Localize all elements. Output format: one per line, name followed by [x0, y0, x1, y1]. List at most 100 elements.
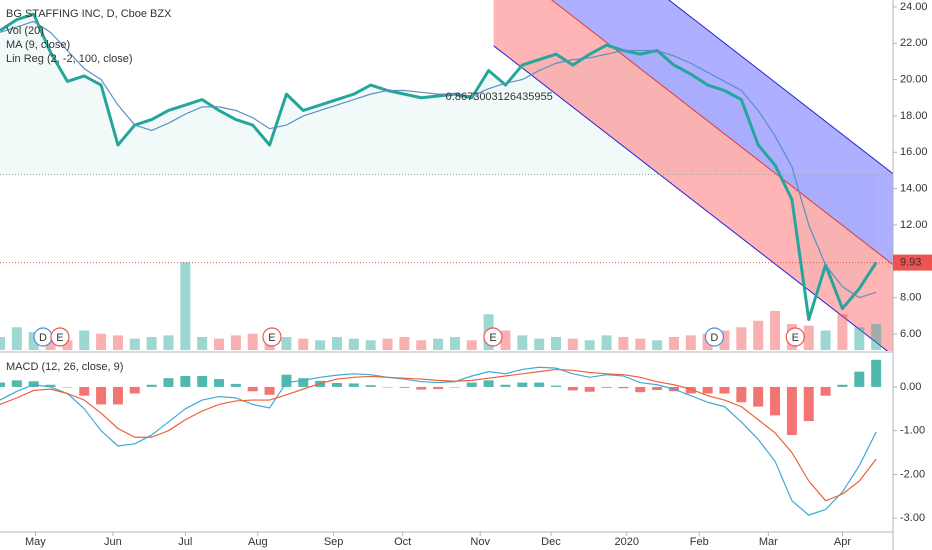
volume-bar	[534, 338, 545, 350]
histogram-bar	[584, 386, 595, 392]
x-tick-label: Sep	[324, 536, 344, 548]
histogram-bar	[62, 386, 73, 388]
histogram-bar	[180, 376, 191, 387]
x-tick-label: Jul	[178, 536, 192, 548]
histogram-bar	[129, 386, 140, 394]
volume-bar	[331, 337, 342, 350]
volume-bar	[820, 330, 831, 350]
volume-bar	[854, 327, 865, 350]
histogram-bar	[28, 381, 39, 387]
histogram-bar	[466, 382, 477, 387]
histogram-bar	[0, 382, 5, 387]
histogram-bar	[433, 386, 444, 390]
price-label-box	[893, 254, 932, 271]
histogram-bar	[770, 386, 781, 416]
event-label: E	[56, 332, 63, 344]
y-tick-label: 12.00	[900, 219, 928, 231]
y-tick-label: -2.00	[900, 468, 925, 480]
legend-entry: Lin Reg (2, -2, 100, close)	[6, 53, 133, 65]
x-tick-label: Jun	[104, 536, 122, 548]
volume-bar	[247, 333, 258, 350]
volume-bar	[736, 327, 747, 350]
histogram-bar	[416, 386, 427, 390]
volume-bar	[618, 337, 629, 350]
volume-bar	[79, 330, 90, 350]
volume-bar	[584, 340, 595, 350]
histogram-bar	[348, 383, 359, 387]
volume-bar	[365, 340, 376, 350]
histogram-bar	[214, 379, 225, 387]
volume-bar	[635, 338, 646, 350]
histogram-bar	[736, 386, 747, 403]
series-line	[0, 20, 877, 299]
event-label: D	[39, 332, 47, 344]
volume-bar	[163, 335, 174, 350]
y-tick-label: 18.00	[900, 110, 928, 122]
volume-bar	[180, 262, 191, 350]
histogram-bar	[803, 386, 814, 422]
histogram-bar	[685, 386, 696, 394]
y-tick-label: 20.00	[900, 74, 928, 86]
volume-bar	[129, 338, 140, 350]
histogram-bar	[567, 386, 578, 391]
histogram-bar	[753, 386, 764, 407]
volume-bar	[685, 335, 696, 350]
event-marker	[704, 327, 725, 347]
volume-bar	[466, 340, 477, 350]
volume-bar	[399, 337, 410, 350]
histogram-bar	[365, 385, 376, 387]
x-tick-label: Apr	[834, 536, 851, 548]
legend-entry: MA (9, close)	[6, 39, 70, 51]
y-tick-label: 8.00	[900, 292, 921, 304]
macd-title: MACD (12, 26, close, 9)	[6, 361, 123, 373]
volume-bar	[668, 337, 679, 350]
legend-entry: Vol (20)	[6, 25, 44, 37]
series-line	[0, 366, 877, 516]
histogram-bar	[551, 385, 562, 387]
histogram-bar	[483, 380, 494, 387]
histogram-bar	[45, 384, 56, 387]
volume-bar	[298, 338, 309, 350]
histogram-bar	[247, 386, 258, 392]
histogram-bar	[331, 383, 342, 387]
volume-bar	[567, 338, 578, 350]
histogram-bar	[500, 384, 511, 387]
volume-bar	[517, 335, 528, 350]
volume-bar	[214, 338, 225, 350]
volume-bar	[112, 335, 123, 350]
y-tick-label: 22.00	[900, 37, 928, 49]
volume-bar	[449, 337, 460, 350]
x-tick-label: Feb	[690, 536, 709, 548]
volume-bar	[348, 338, 359, 350]
channel-center	[550, 0, 893, 265]
histogram-bar	[230, 383, 241, 387]
volume-bar	[28, 332, 39, 350]
volume-bar	[652, 340, 663, 350]
series-line	[0, 12, 878, 321]
x-tick-label: May	[25, 536, 46, 548]
series-line	[0, 368, 877, 502]
volume-bar	[871, 324, 882, 350]
channel-label: 0.8673003126435955	[446, 91, 553, 103]
histogram-bar	[786, 386, 797, 436]
event-marker	[483, 327, 503, 347]
volume-bar	[770, 311, 781, 350]
y-tick-label: -3.00	[900, 512, 925, 524]
event-label: E	[792, 332, 799, 344]
volume-bar	[803, 325, 814, 350]
macd-pane	[0, 359, 882, 516]
volume-bar	[45, 337, 56, 350]
histogram-bar	[635, 386, 646, 393]
volume-bar	[96, 333, 107, 350]
histogram-bar	[854, 371, 865, 387]
volume-bar	[197, 337, 208, 350]
price-label: 9.93	[900, 256, 921, 268]
histogram-bar	[112, 386, 123, 405]
histogram-bar	[11, 380, 22, 387]
volume-bar	[500, 330, 511, 350]
volume-bar	[146, 337, 157, 350]
histogram-bar	[871, 359, 882, 387]
histogram-bar	[702, 386, 713, 394]
y-tick-label: 24.00	[900, 1, 928, 13]
histogram-bar	[197, 376, 208, 387]
